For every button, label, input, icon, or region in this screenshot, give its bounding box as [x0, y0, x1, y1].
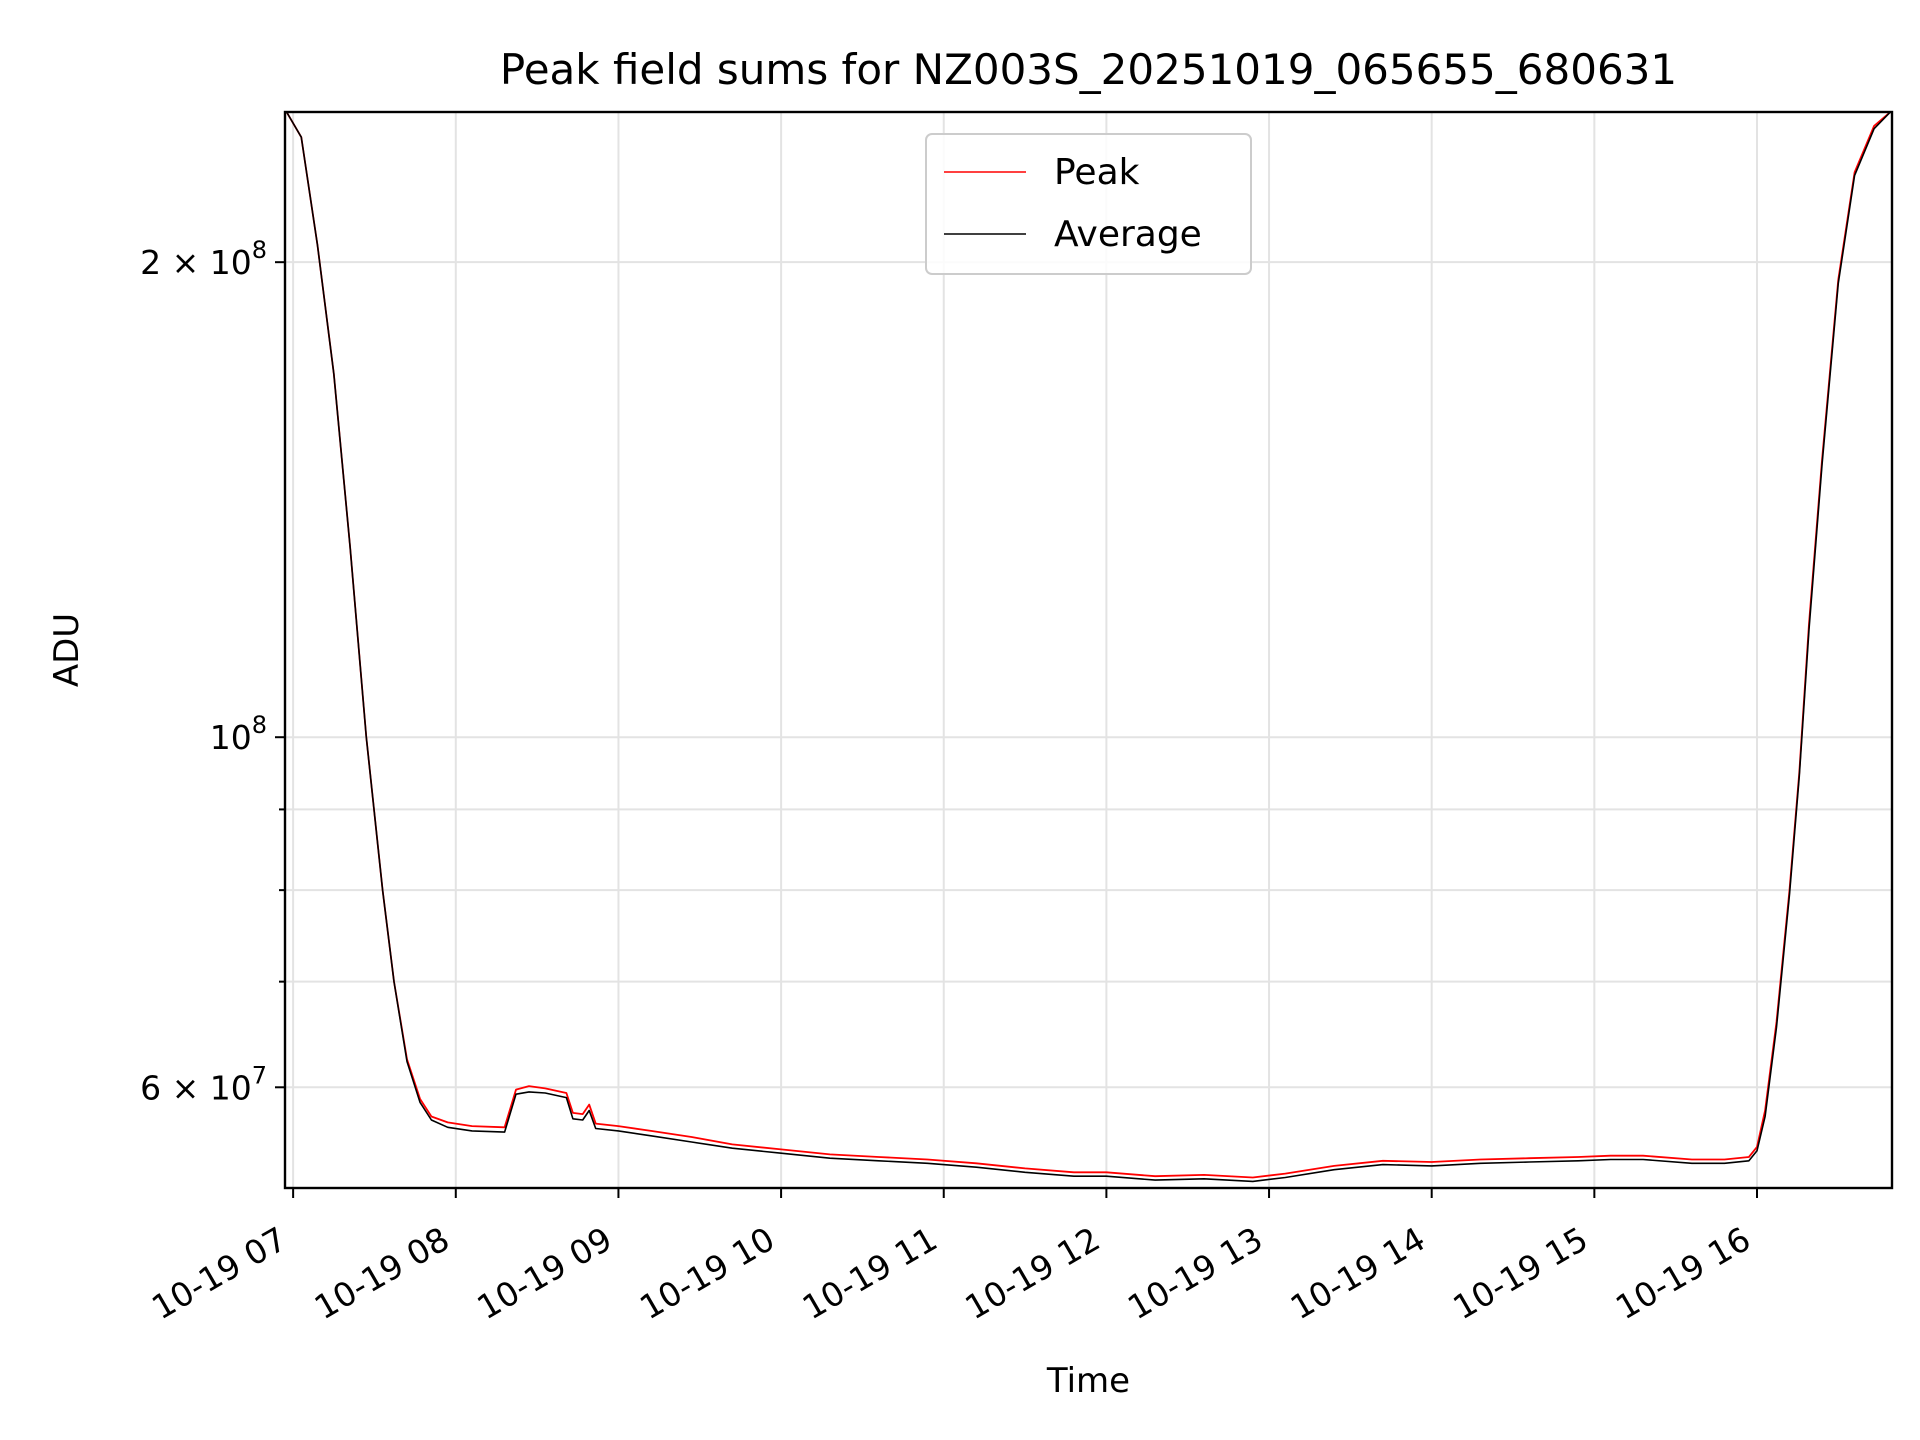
series-line-peak [285, 112, 1891, 1179]
plot-frame [283, 110, 1894, 1190]
legend-box [925, 133, 1252, 275]
legend-label-peak: Peak [1054, 152, 1140, 193]
legend-label-average: Average [1054, 214, 1202, 255]
legend: Peak Average [925, 133, 1252, 275]
series-layer [285, 112, 1891, 1183]
y-tick-label: 6 × 107 [140, 1061, 267, 1107]
y-tick-label: 108 [210, 711, 267, 757]
x-axis-label: Time [1046, 1361, 1130, 1401]
chart-title: Peak field sums for NZ003S_20251019_0656… [500, 45, 1677, 94]
y-axis-label: ADU [47, 613, 87, 687]
grid [285, 112, 1892, 1188]
y-tick-label: 2 × 108 [140, 236, 267, 282]
series-line-average [285, 112, 1891, 1183]
